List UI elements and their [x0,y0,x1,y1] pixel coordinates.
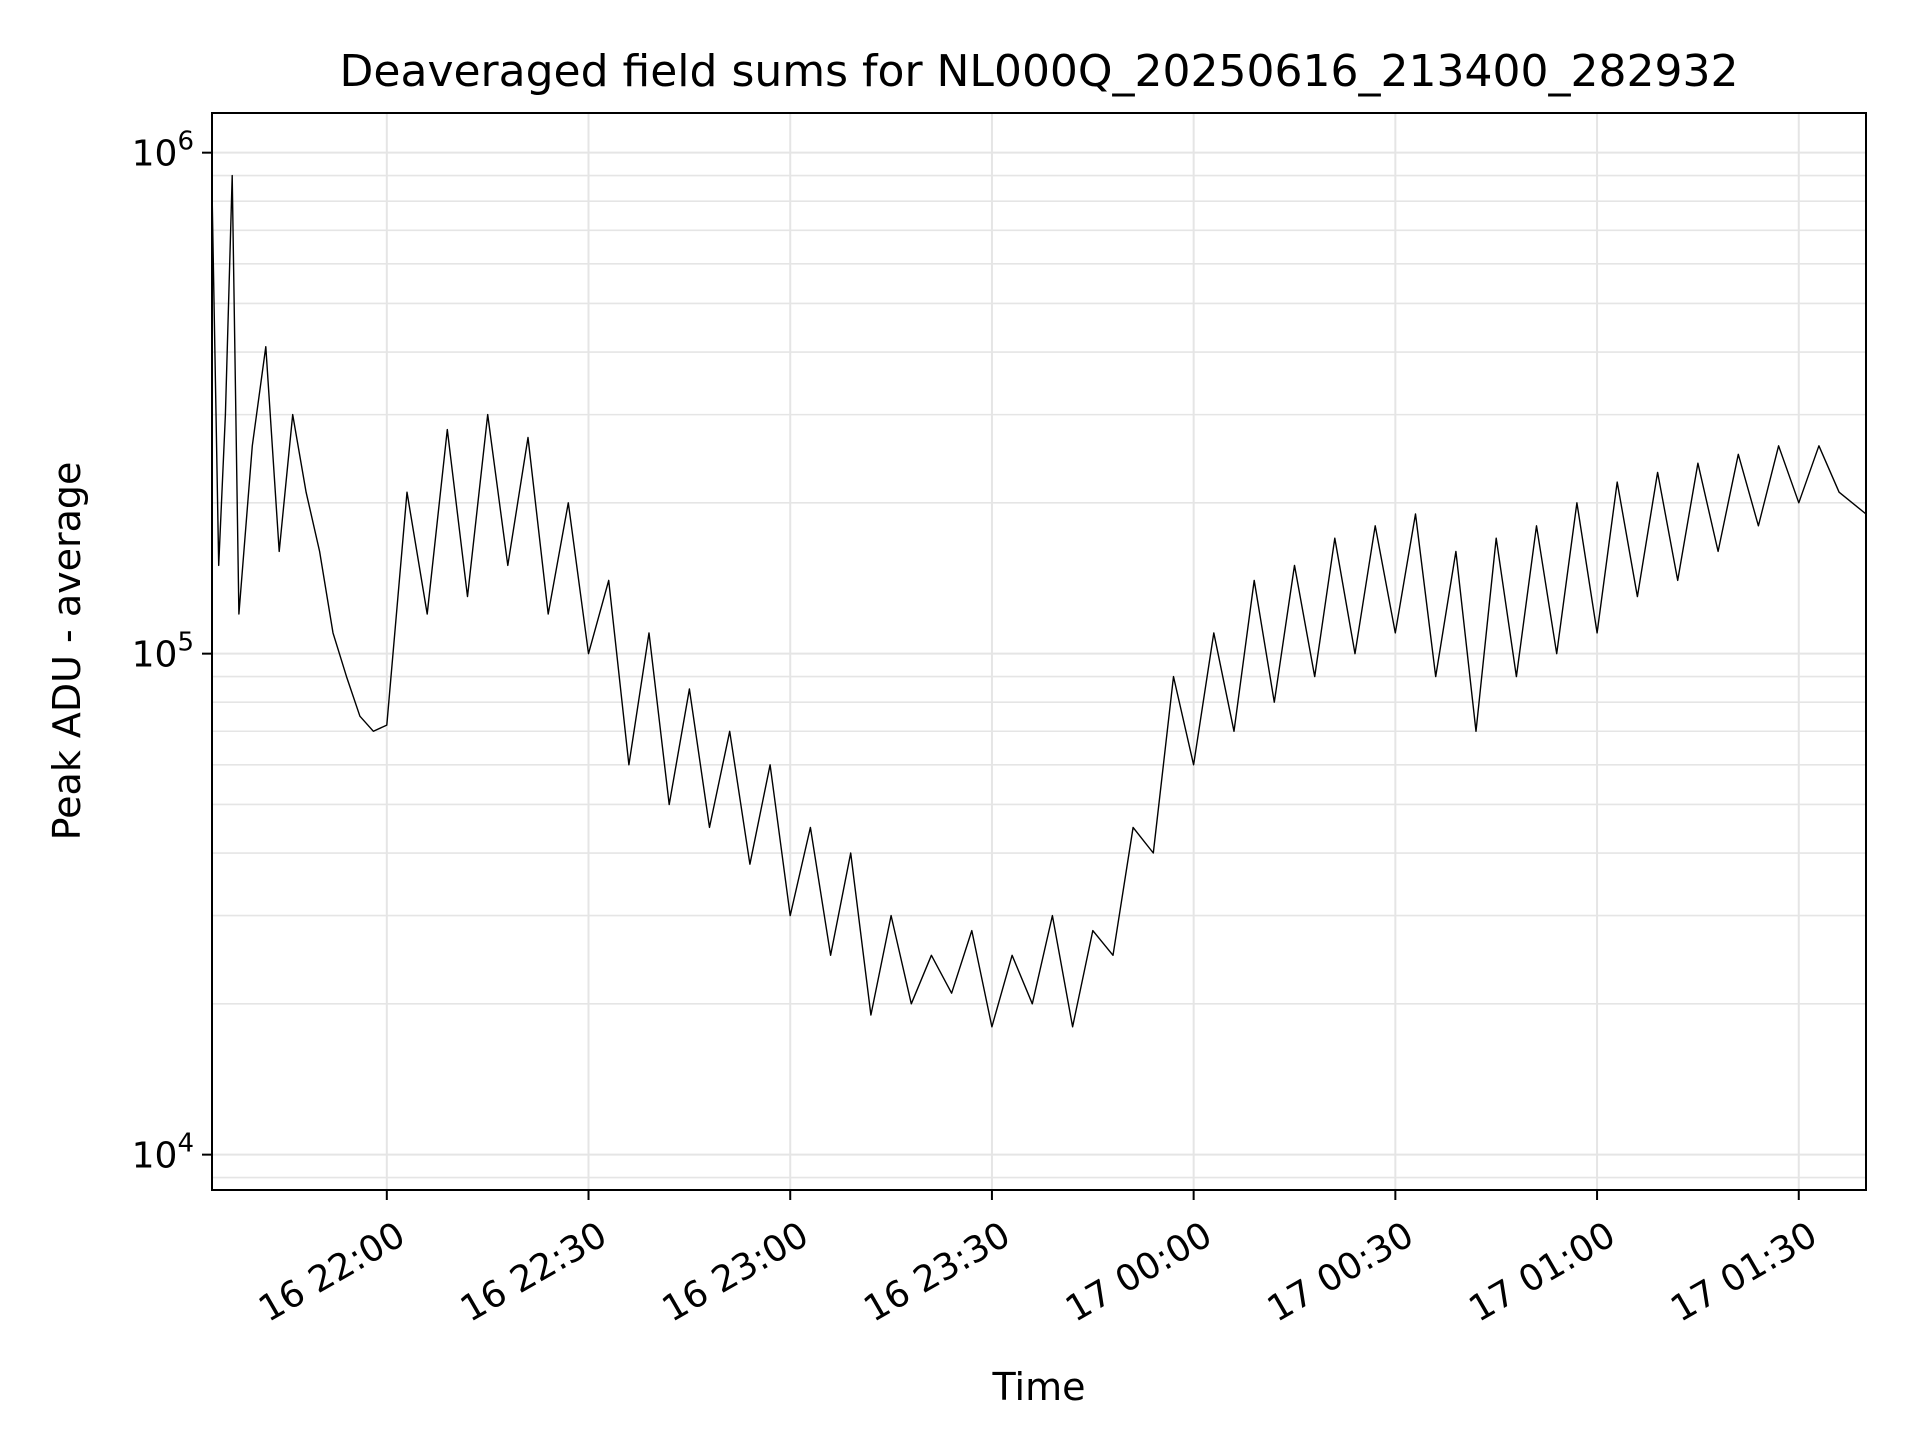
y-tick-label: 106 [132,127,194,175]
plot-area [211,112,1867,1191]
y-tick-label: 104 [132,1129,194,1177]
x-tick-label: 17 01:30 [1664,1214,1824,1330]
x-tick-label: 17 01:00 [1462,1214,1622,1330]
grid [212,113,1866,1190]
x-tick-label: 16 22:00 [252,1214,412,1330]
x-axis-ticks: 16 22:00 16 22:30 16 23:00 16 23:30 17 00:00… [252,1190,1824,1330]
x-axis-label: Time [992,1365,1086,1409]
y-axis-label: Peak ADU - average [45,462,89,841]
series-line [211,174,1867,1028]
y-tick-label: 105 [132,628,194,676]
x-tick-label: 16 23:30 [857,1214,1017,1330]
x-tick-label: 16 23:00 [656,1214,816,1330]
x-tick-label: 17 00:30 [1261,1214,1421,1330]
series-layer [211,174,1867,1028]
chart-title: Deaveraged field sums for NL000Q_2025061… [340,46,1739,97]
y-axis-ticks: 104 105 106 [132,127,212,1177]
x-tick-label: 17 00:00 [1059,1214,1219,1330]
x-tick-label: 16 22:30 [454,1214,614,1330]
